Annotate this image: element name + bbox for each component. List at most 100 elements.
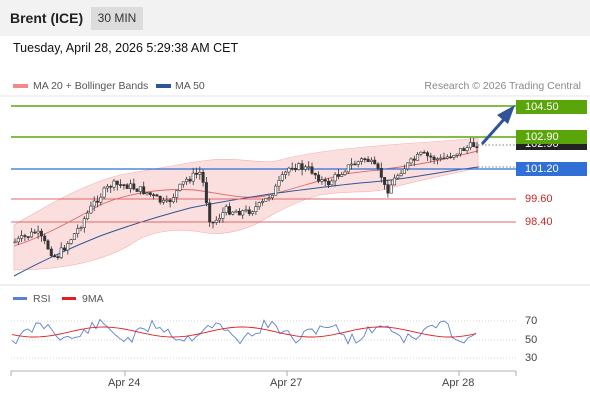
- candle-body: [72, 233, 76, 240]
- bollinger-band: [13, 137, 479, 271]
- candle-body: [435, 158, 439, 161]
- candle-body: [178, 183, 182, 191]
- candle-body: [92, 200, 96, 207]
- candle-body: [241, 210, 245, 216]
- resistance-2-tag: 104.50: [516, 100, 587, 114]
- candle-body: [340, 174, 344, 177]
- candle-body: [260, 201, 264, 203]
- x-label-apr27: Apr 27: [270, 377, 303, 389]
- candle-body: [458, 148, 462, 155]
- candle-body: [20, 235, 24, 239]
- candle-body: [89, 205, 93, 214]
- candle-body: [244, 209, 248, 212]
- candle-body: [472, 142, 476, 147]
- candle-body: [452, 155, 456, 158]
- candle-body: [26, 236, 30, 238]
- legend-ma50: MA 50: [175, 80, 205, 92]
- research-credit: Research © 2026 Trading Central: [424, 80, 581, 92]
- candle-body: [53, 255, 57, 258]
- candle-body: [270, 194, 274, 199]
- candle-body: [455, 153, 459, 156]
- candle-body: [36, 230, 40, 234]
- candle-body: [109, 186, 113, 188]
- candle-body: [231, 211, 235, 215]
- candle-body: [181, 181, 185, 185]
- candle-body: [59, 247, 63, 259]
- candle-body: [406, 162, 410, 170]
- candle-body: [376, 163, 380, 169]
- candle-body: [62, 247, 66, 251]
- candle-body: [310, 166, 314, 174]
- candle-body: [399, 173, 403, 177]
- candle-body: [313, 173, 317, 176]
- candle-body: [102, 187, 106, 198]
- candle-body: [79, 227, 83, 229]
- legend-swatch-ma50: [156, 84, 171, 88]
- legend-swatch-9ma: [62, 297, 76, 300]
- candle-body: [76, 228, 80, 234]
- candle-body: [350, 163, 354, 166]
- candle-body: [465, 147, 469, 152]
- support-2-label: 98.40: [525, 216, 553, 228]
- resistance-1-tag: 102.90: [516, 130, 587, 144]
- candle-body: [214, 219, 218, 223]
- candle-body: [221, 212, 225, 219]
- candle-body: [392, 177, 396, 186]
- candle-body: [412, 158, 416, 161]
- candle-body: [353, 163, 357, 166]
- candle-body: [307, 166, 311, 168]
- candle-body: [422, 151, 426, 154]
- candle-body: [251, 211, 255, 215]
- candle-body: [366, 158, 370, 162]
- candle-body: [290, 167, 294, 170]
- candle-body: [389, 184, 393, 194]
- candle-body: [439, 157, 443, 160]
- candle-body: [303, 166, 307, 170]
- candle-body: [346, 164, 350, 173]
- candle-body: [280, 174, 284, 181]
- legend-ma20-bollinger: MA 20 + Bollinger Bands: [33, 80, 149, 92]
- candlestick-series: [13, 137, 479, 260]
- timeframe-badge[interactable]: 30 MIN: [91, 7, 143, 30]
- candle-body: [267, 197, 271, 200]
- candle-body: [115, 180, 119, 185]
- candle-body: [363, 158, 367, 161]
- candle-body: [171, 197, 175, 203]
- candle-body: [66, 243, 70, 251]
- candle-body: [369, 159, 373, 162]
- candle-body: [112, 180, 116, 188]
- candle-body: [148, 192, 152, 196]
- candle-body: [333, 174, 337, 182]
- candle-body: [237, 210, 241, 216]
- candle-body: [29, 231, 33, 238]
- candle-body: [49, 248, 53, 257]
- candle-body: [155, 194, 159, 197]
- candle-body: [162, 199, 166, 203]
- candle-body: [379, 168, 383, 178]
- rsi-level-70: 70: [525, 315, 538, 327]
- candle-body: [287, 167, 291, 173]
- candle-body: [129, 183, 133, 189]
- candle-body: [234, 210, 238, 213]
- candle-body: [86, 212, 90, 219]
- candle-body: [284, 171, 288, 175]
- chart-header: Brent (ICE) 30 MIN: [0, 0, 590, 36]
- candle-body: [224, 206, 228, 213]
- timestamp: Tuesday, April 28, 2026 5:29:38 AM CET: [13, 41, 239, 55]
- candle-body: [198, 172, 202, 175]
- candle-body: [204, 182, 208, 204]
- candle-body: [69, 239, 73, 244]
- rsi-9ma-line: [11, 326, 477, 338]
- candle-body: [402, 168, 406, 174]
- candle-body: [125, 184, 129, 189]
- candle-body: [247, 209, 251, 215]
- candle-body: [445, 156, 449, 159]
- x-label-apr24: Apr 24: [108, 377, 141, 389]
- candle-body: [386, 184, 390, 194]
- legend-swatch-ma20: [13, 84, 28, 88]
- support-1-label: 99.60: [525, 193, 553, 205]
- candle-body: [145, 192, 149, 195]
- candle-body: [39, 230, 43, 237]
- candle-body: [297, 163, 301, 170]
